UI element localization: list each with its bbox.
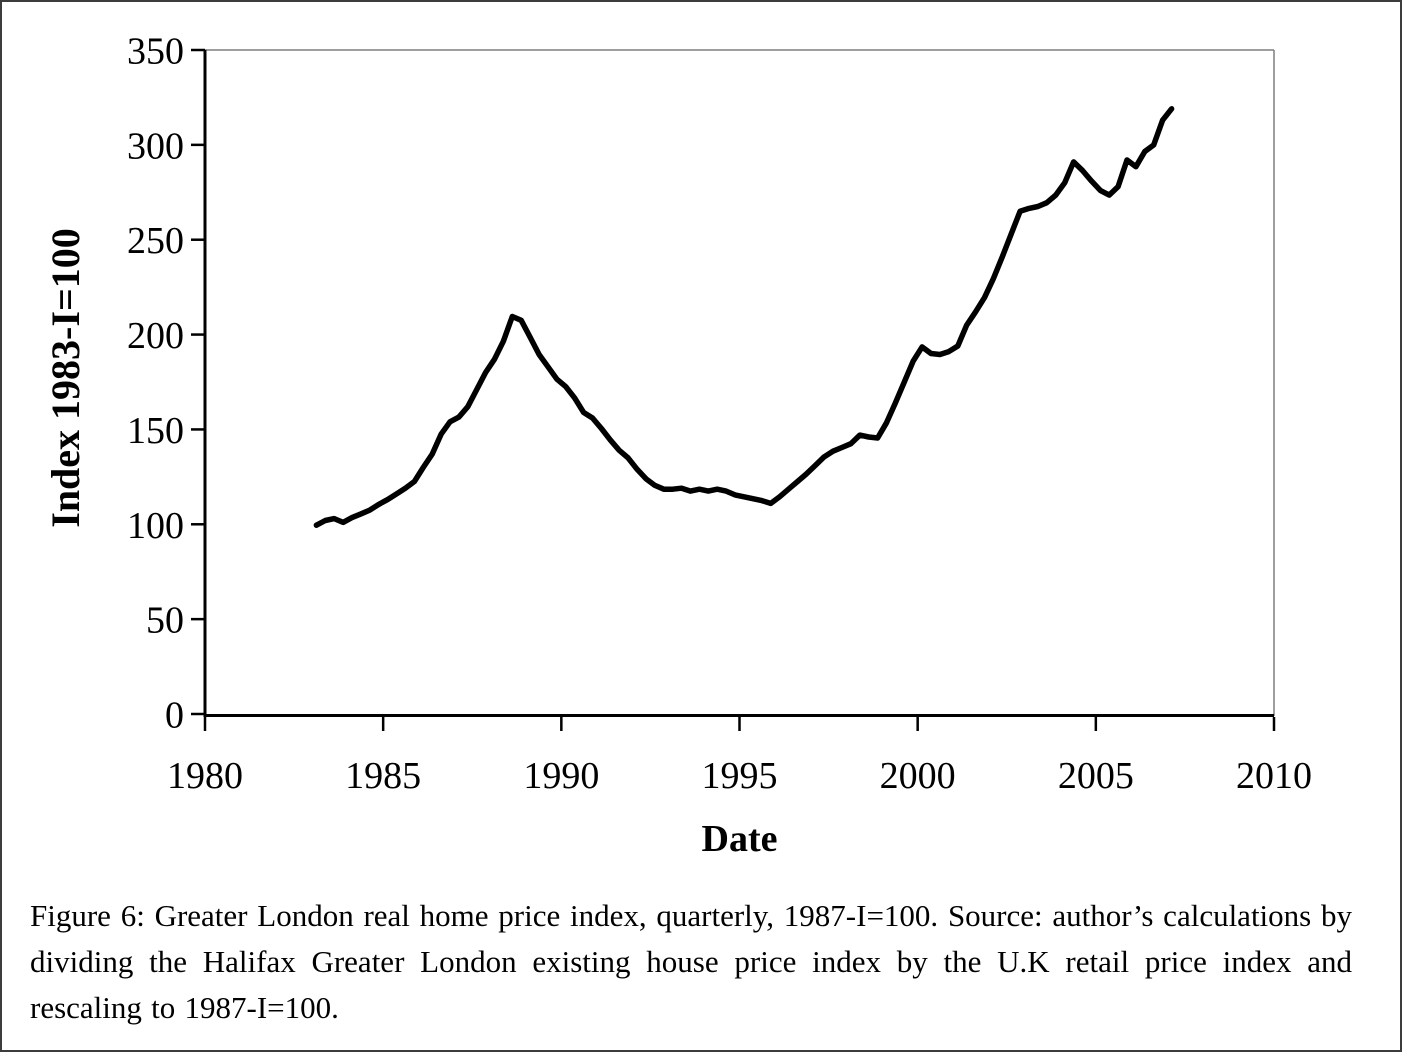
y-tick-label: 0 (165, 695, 184, 737)
price-index-line (313, 106, 1175, 528)
y-tick-label: 50 (146, 600, 184, 642)
x-tick-label: 2010 (1236, 755, 1312, 797)
y-axis-title: Index 1983-I=100 (43, 228, 88, 528)
x-axis-title: Date (702, 818, 778, 860)
price-index-chart: 0 50 100 150 200 250 300 350 1980 1985 1990 1995 200… (43, 31, 1312, 861)
y-tick-label: 200 (127, 315, 184, 357)
y-tick-label: 350 (127, 31, 184, 73)
x-tick-label: 2005 (1058, 755, 1134, 797)
x-tick-label: 1985 (345, 755, 421, 797)
y-tick-label: 250 (127, 220, 184, 262)
figure-caption: Figure 6: Greater London real home price… (30, 898, 1352, 1025)
x-tick-label: 2000 (880, 755, 956, 797)
y-tick-label: 100 (127, 505, 184, 547)
x-tick-label: 1990 (523, 755, 599, 797)
x-tick-label: 1980 (167, 755, 243, 797)
x-tick-label: 1995 (702, 755, 778, 797)
y-tick-label: 300 (127, 125, 184, 167)
y-tick-label: 150 (127, 410, 184, 452)
